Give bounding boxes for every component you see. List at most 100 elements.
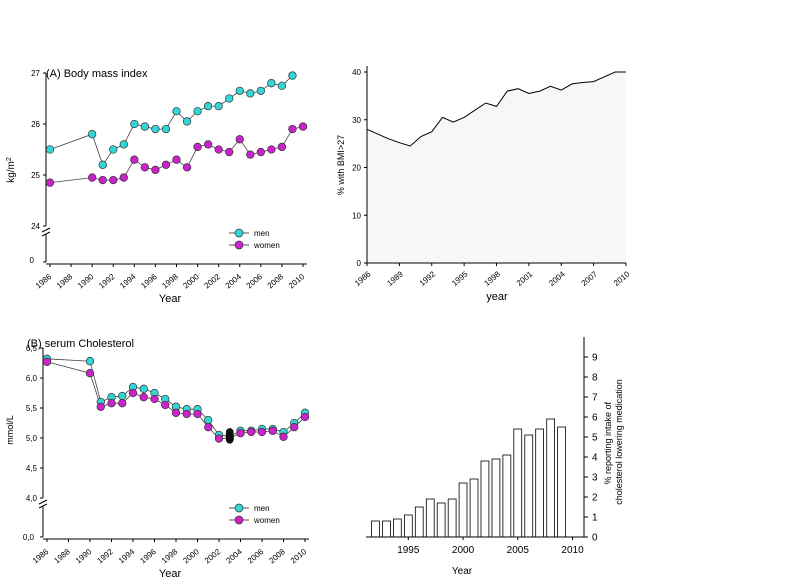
chol-point-women bbox=[96, 402, 105, 411]
chol-med-bar-2006 bbox=[524, 434, 534, 538]
bmi-xtick-label: 2006 bbox=[245, 272, 265, 291]
bmi-point-women bbox=[203, 140, 213, 149]
chol-point-women bbox=[247, 427, 256, 437]
bmi-axis-break-icon bbox=[41, 227, 51, 237]
chol-med-ytick-label: 5 bbox=[592, 433, 598, 444]
bmi-xtick-label: 2008 bbox=[266, 272, 286, 291]
bmi27-ytick-label: 0 bbox=[357, 259, 362, 268]
chol-ytick-label: 4,0 bbox=[26, 494, 38, 503]
chol-med-ytick-label: 8 bbox=[592, 373, 598, 384]
bmi-xtick-label: 2002 bbox=[203, 272, 223, 291]
bmi27-xtick-label: 1992 bbox=[418, 269, 438, 288]
chol-med-bar-1992 bbox=[371, 520, 380, 538]
bmi-series-line-women bbox=[49, 126, 304, 183]
bmi-ytick-label: 27 bbox=[31, 69, 40, 78]
bmi-xtick-label: 2004 bbox=[224, 272, 244, 291]
bmi27-ylabel: % with BMI>27 bbox=[336, 135, 346, 195]
chol-point-women bbox=[150, 394, 159, 404]
bmi-point-women bbox=[277, 142, 287, 152]
chol-xtick-label: 1990 bbox=[74, 547, 94, 566]
chol-med-xtick-label: 2010 bbox=[561, 545, 584, 556]
chol-med-bar-1999 bbox=[447, 498, 457, 538]
chol-xtick-label: 2008 bbox=[267, 547, 287, 566]
chol-med-bar-2000 bbox=[458, 482, 468, 538]
bmi-point-men bbox=[203, 101, 213, 111]
chol-point-women bbox=[118, 399, 127, 408]
bmi27-xtick-label: 2004 bbox=[547, 269, 567, 288]
chol-med-ytick-label: 6 bbox=[592, 413, 598, 424]
chol-title: (B) serum Cholesterol bbox=[27, 338, 134, 350]
bmi-xlabel: Year bbox=[159, 293, 182, 305]
bmi-xtick-label: 1998 bbox=[160, 272, 180, 291]
bmi-xtick-label: 1992 bbox=[97, 272, 117, 291]
chol-xtick-label: 2006 bbox=[246, 547, 266, 566]
bmi-point-women bbox=[45, 178, 55, 187]
bmi27-xtick-label: 1998 bbox=[483, 269, 503, 288]
bmi-point-men bbox=[119, 140, 128, 149]
bmi27-ytick-label: 10 bbox=[352, 211, 361, 220]
chol-legend-women: women bbox=[253, 516, 280, 525]
bmi-point-men bbox=[98, 160, 107, 169]
chol-legend: men women bbox=[229, 503, 280, 525]
bmi-chart: (A) Body mass index kg/m2 Year 0 24 25 26 2… bbox=[6, 68, 308, 305]
chol-med-ytick-label: 7 bbox=[592, 393, 598, 404]
bmi-point-men bbox=[288, 71, 297, 80]
chol-xlabel: Year bbox=[159, 568, 182, 580]
bmi-point-women bbox=[182, 163, 192, 172]
bmi-point-women bbox=[98, 175, 107, 185]
bmi-point-men bbox=[161, 124, 171, 134]
chol-med-xtick-label: 1995 bbox=[397, 545, 420, 556]
chol-xtick-label: 1998 bbox=[160, 547, 180, 566]
chol-point-men bbox=[139, 384, 148, 393]
bmi27-ytick-label: 40 bbox=[352, 68, 361, 77]
chol-med-bar-2008 bbox=[546, 418, 556, 538]
chol-point-women bbox=[300, 412, 310, 422]
bmi-point-men bbox=[130, 119, 139, 129]
bmi27-xtick-label: 2007 bbox=[580, 269, 600, 288]
chol-xtick-label: 2004 bbox=[224, 547, 244, 566]
chol-point-women bbox=[268, 426, 277, 435]
bmi-point-women bbox=[151, 165, 160, 175]
bmi-point-women bbox=[225, 147, 234, 157]
bmi-legend-men: men bbox=[254, 229, 270, 238]
chol-med-ylabel: % reporting intake of cholesterol loweri… bbox=[603, 379, 624, 505]
bmi-point-men bbox=[151, 124, 160, 134]
bmi-xtick-label: 1988 bbox=[55, 272, 75, 291]
bmi-legend: men women bbox=[229, 228, 280, 250]
chol-point-men bbox=[118, 391, 127, 401]
bmi27-line bbox=[366, 71, 626, 147]
chol-xtick-label: 2000 bbox=[181, 547, 201, 566]
chol-xtick-label: 1994 bbox=[117, 547, 137, 566]
chol-xtick-label: 1996 bbox=[138, 547, 158, 566]
bmi-ytick-label: 24 bbox=[31, 222, 40, 231]
chol-chart: (B) serum Cholesterol mmol/L Year 0,0 4,… bbox=[5, 338, 310, 580]
bmi-point-men bbox=[256, 86, 265, 95]
chol-med-bar-2003 bbox=[491, 458, 501, 538]
bmi-xtick-label: 1994 bbox=[118, 272, 138, 291]
bmi-legend-men-marker bbox=[234, 228, 244, 238]
bmi27-xlabel: year bbox=[486, 291, 508, 303]
chol-legend-men-marker bbox=[234, 503, 244, 513]
bmi-xtick-label: 1986 bbox=[34, 272, 54, 291]
bmi-point-men bbox=[45, 145, 55, 154]
bmi27-chart: % with BMI>27 year 0 10 20 30 40 1986 1989 1992… bbox=[336, 66, 632, 303]
bmi-point-men bbox=[140, 122, 150, 131]
chol-med-bar-2002 bbox=[480, 460, 490, 538]
chol-med-bar-2005 bbox=[513, 428, 523, 538]
bmi-point-women bbox=[193, 142, 202, 152]
chol-med-bar-1997 bbox=[425, 498, 435, 538]
chol-point-women bbox=[204, 423, 213, 432]
bmi-point-women bbox=[256, 147, 265, 157]
bmi-point-women bbox=[161, 160, 171, 169]
chol-med-ytick-label: 3 bbox=[592, 473, 598, 484]
bmi-point-men bbox=[193, 107, 202, 116]
bmi-legend-women-marker bbox=[234, 240, 244, 250]
chol-med-bar-2004 bbox=[502, 454, 512, 538]
chol-med-bar-2007 bbox=[535, 428, 545, 538]
chol-point-women bbox=[171, 408, 181, 417]
bmi-point-women bbox=[235, 135, 244, 144]
chol-med-ytick-label: 0 bbox=[592, 533, 598, 544]
bmi-point-men bbox=[235, 86, 244, 95]
bmi-point-women bbox=[298, 122, 308, 131]
